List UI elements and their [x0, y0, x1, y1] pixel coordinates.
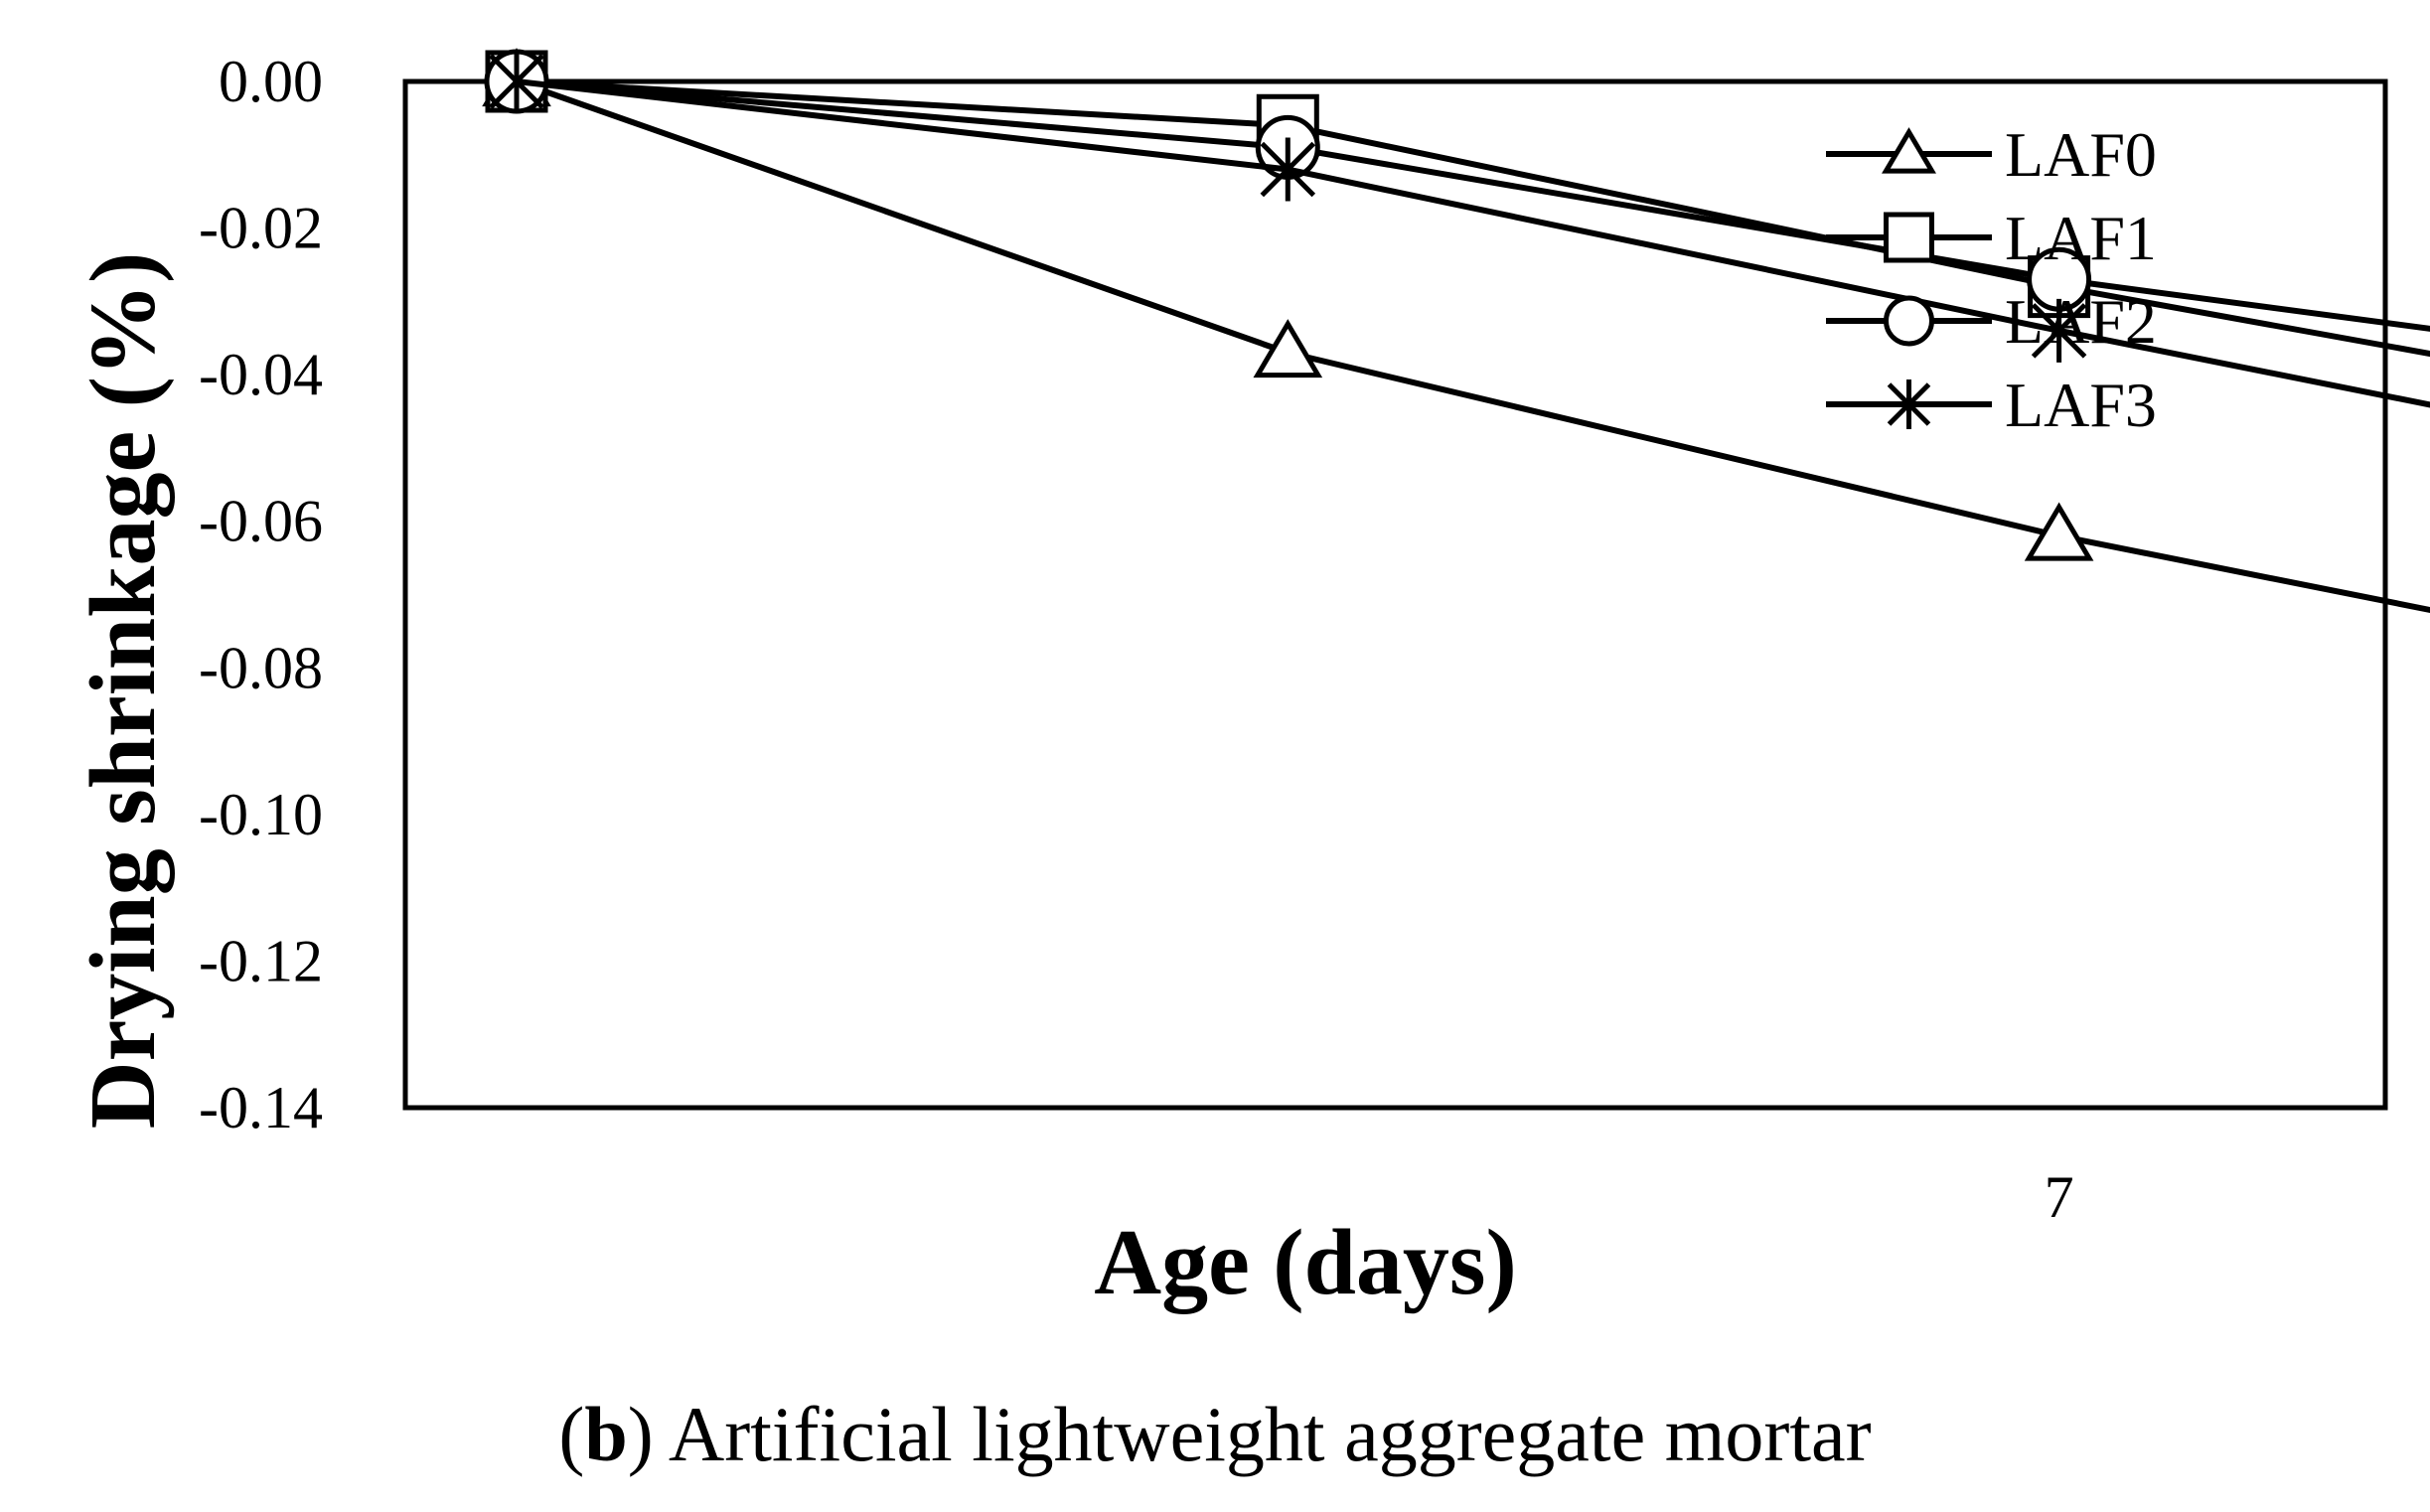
legend-entry-laf3: LAF3	[1826, 370, 2157, 440]
plot-frame	[402, 78, 2388, 1111]
legend-label: LAF3	[2005, 370, 2157, 440]
series-line-laf1	[516, 78, 2430, 358]
y-tick-label: -0.02	[199, 196, 323, 261]
series-line-laf3	[516, 78, 2430, 408]
y-tick-label: -0.12	[199, 928, 323, 993]
series-line-laf0	[516, 78, 2430, 614]
y-tick-label: -0.06	[199, 489, 323, 554]
legend-marker-laf0	[1882, 127, 1936, 174]
caption-text: Artificial lightweight aggregate mortar	[653, 1391, 1872, 1477]
caption-label: b	[584, 1391, 628, 1477]
x-tick-label: 7	[2045, 1164, 2074, 1230]
series-layer	[482, 48, 2430, 614]
legend-label: LAF0	[2005, 119, 2157, 190]
y-tick-label: -0.04	[199, 342, 323, 407]
legend-marker-laf2	[1884, 295, 1934, 347]
y-tick-label: -0.10	[199, 782, 323, 847]
x-axis-ticks: 71428	[2045, 1164, 2074, 1230]
data-point-laf3	[2031, 298, 2087, 363]
legend-label: LAF1	[2005, 203, 2157, 273]
y-tick-label: -0.14	[199, 1075, 323, 1140]
figure-caption: (b) Artificial lightweight aggregate mor…	[558, 1391, 1872, 1477]
data-point-laf3	[1260, 137, 1316, 202]
data-point-laf3	[489, 50, 544, 113]
series-line-laf2	[516, 78, 2430, 332]
y-axis-title: Drying shrinkage (%)	[72, 252, 175, 1130]
legend-entry-laf0: LAF0	[1826, 119, 2157, 190]
legend-marker-laf1	[1884, 212, 1934, 263]
x-axis-title: Age (days)	[1094, 1211, 1517, 1314]
series-laf3	[489, 50, 2430, 408]
legend-entry-laf2: LAF2	[1826, 286, 2157, 357]
data-point-laf0	[2024, 502, 2094, 561]
data-point-laf0	[1253, 319, 1323, 378]
legend-marker-laf3	[1887, 379, 1931, 429]
y-tick-label: 0.00	[219, 49, 323, 114]
legend-entry-laf1: LAF1	[1826, 203, 2157, 273]
y-axis-ticks: 0.00 -0.02 -0.04 -0.06 -0.08 -0.10 -0.12 -0.14	[199, 49, 323, 1140]
legend-label: LAF2	[2005, 286, 2157, 357]
legend: LAF0 LAF1 LAF2 LAF3	[1826, 119, 2157, 440]
y-tick-label: -0.08	[199, 635, 323, 700]
